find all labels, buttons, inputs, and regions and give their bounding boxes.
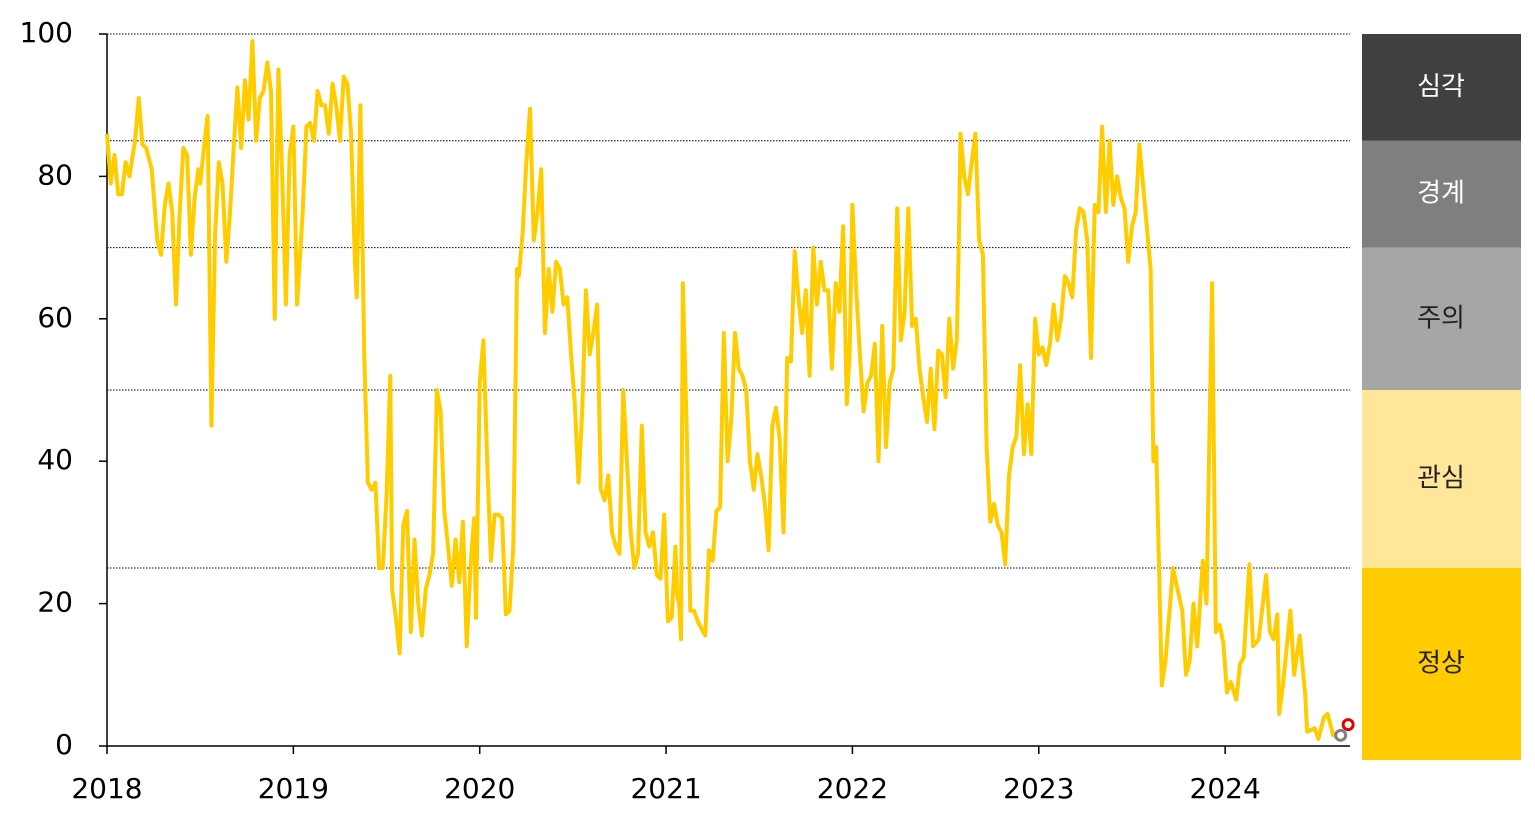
highlight-point: [1341, 718, 1355, 732]
x-tick-label: 2024: [1190, 772, 1261, 805]
band: [1362, 247, 1521, 390]
y-tick-label: 100: [20, 16, 73, 49]
series-line: [105, 39, 1339, 741]
y-tick-label: 80: [37, 158, 73, 191]
band: [1362, 390, 1521, 568]
band-label: 경계: [1417, 179, 1465, 209]
x-tick-label: 2021: [630, 772, 701, 805]
x-tick-label: 2023: [1003, 772, 1074, 805]
band: [1362, 568, 1521, 760]
band: [1362, 140, 1521, 248]
x-tick-label: 2020: [444, 772, 515, 805]
highlight-point: [1334, 728, 1348, 742]
y-tick-label: 0: [55, 728, 73, 761]
x-tick-label: 2022: [817, 772, 888, 805]
band-label: 심각: [1417, 72, 1465, 102]
band: [1362, 34, 1521, 141]
band-label: 주의: [1417, 303, 1465, 333]
y-tick-label: 20: [37, 586, 73, 619]
band-label: 관심: [1417, 464, 1465, 494]
y-tick-label: 40: [37, 443, 73, 476]
x-tick-label: 2018: [71, 772, 142, 805]
y-tick-label: 60: [37, 301, 73, 334]
band-label: 정상: [1417, 649, 1465, 679]
x-tick-label: 2019: [258, 772, 329, 805]
